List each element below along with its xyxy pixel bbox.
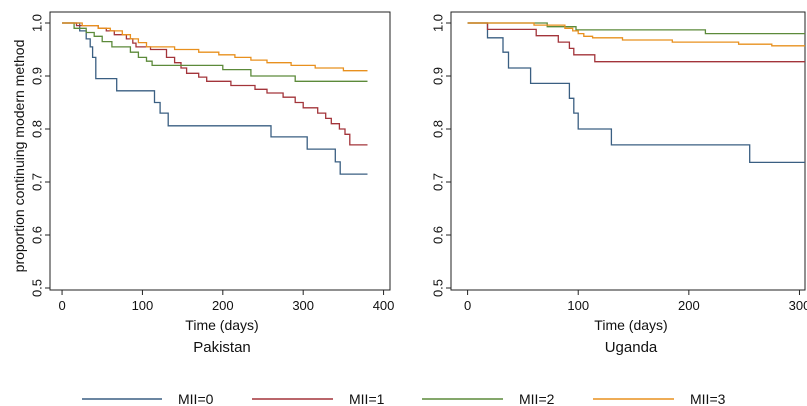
panel-uganda: 0.5 0.6 0.7 0.8 0.9 1.0 0 100 200 300 Time (days… bbox=[431, 11, 807, 356]
x-axis-title-uganda: Time (days) bbox=[594, 317, 667, 333]
plot-frame-uganda bbox=[450, 11, 806, 291]
x-tick-label-pakistan: 400 bbox=[373, 298, 395, 313]
y-tick-label-pakistan: 0.9 bbox=[30, 67, 45, 85]
y-tick-label-pakistan: 0.5 bbox=[30, 279, 45, 297]
legend-item-mii2: MII=2 bbox=[422, 391, 555, 406]
panel-title-pakistan: Pakistan bbox=[193, 339, 251, 356]
y-tick-label-uganda: 0.9 bbox=[431, 67, 446, 85]
series-line-pakistan-mii0 bbox=[62, 22, 368, 175]
y-tick-label-pakistan: 0.6 bbox=[30, 226, 45, 244]
series-line-pakistan-mii3 bbox=[62, 22, 368, 72]
x-tick-label-pakistan: 200 bbox=[212, 298, 234, 313]
y-tick-label-pakistan: 1.0 bbox=[30, 14, 45, 32]
series-layer-uganda bbox=[467, 22, 805, 164]
y-tick-label-pakistan: 0.8 bbox=[30, 120, 45, 138]
plot-frame-pakistan bbox=[49, 11, 391, 291]
legend-item-mii0: MII=0 bbox=[82, 391, 214, 406]
y-tick-label-uganda: 1.0 bbox=[431, 14, 446, 32]
x-tick-label-uganda: 300 bbox=[789, 298, 807, 313]
x-ticks-pakistan: 0 100 200 300 400 bbox=[58, 290, 394, 313]
legend-item-mii1: MII=1 bbox=[252, 391, 385, 406]
panel-title-uganda: Uganda bbox=[605, 339, 658, 356]
series-line-pakistan-mii2 bbox=[62, 22, 368, 82]
legend-item-mii3: MII=3 bbox=[593, 391, 726, 406]
legend-label-mii1: MII=1 bbox=[349, 391, 385, 406]
x-axis-title-pakistan: Time (days) bbox=[185, 317, 258, 333]
legend-label-mii0: MII=0 bbox=[178, 391, 214, 406]
y-ticks-pakistan: 0.5 0.6 0.7 0.8 0.9 1.0 bbox=[30, 14, 50, 297]
legend-label-mii2: MII=2 bbox=[519, 391, 555, 406]
series-line-uganda-mii1 bbox=[467, 22, 805, 63]
y-tick-label-uganda: 0.8 bbox=[431, 120, 446, 138]
x-tick-label-uganda: 0 bbox=[464, 298, 471, 313]
x-tick-label-pakistan: 100 bbox=[132, 298, 154, 313]
y-tick-label-uganda: 0.6 bbox=[431, 226, 446, 244]
series-line-uganda-mii2 bbox=[467, 22, 805, 35]
legend: MII=0 MII=1 MII=2 MII=3 bbox=[82, 391, 726, 406]
x-ticks-uganda: 0 100 200 300 bbox=[464, 290, 807, 313]
series-line-uganda-mii3 bbox=[467, 22, 805, 47]
panel-pakistan: 0.5 0.6 0.7 0.8 0.9 1.0 0 100 200 300 400 Time (d… bbox=[30, 11, 394, 356]
y-ticks-uganda: 0.5 0.6 0.7 0.8 0.9 1.0 bbox=[431, 14, 451, 297]
y-axis-title: proportion continuing modern method bbox=[11, 40, 27, 273]
y-tick-label-pakistan: 0.7 bbox=[30, 173, 45, 191]
y-tick-label-uganda: 0.5 bbox=[431, 279, 446, 297]
series-line-uganda-mii0 bbox=[467, 22, 805, 164]
x-tick-label-pakistan: 0 bbox=[58, 298, 65, 313]
legend-label-mii3: MII=3 bbox=[690, 391, 726, 406]
x-tick-label-pakistan: 300 bbox=[292, 298, 314, 313]
series-layer-pakistan bbox=[62, 22, 368, 175]
x-tick-label-uganda: 100 bbox=[567, 298, 589, 313]
x-tick-label-uganda: 200 bbox=[678, 298, 700, 313]
y-tick-label-uganda: 0.7 bbox=[431, 173, 446, 191]
